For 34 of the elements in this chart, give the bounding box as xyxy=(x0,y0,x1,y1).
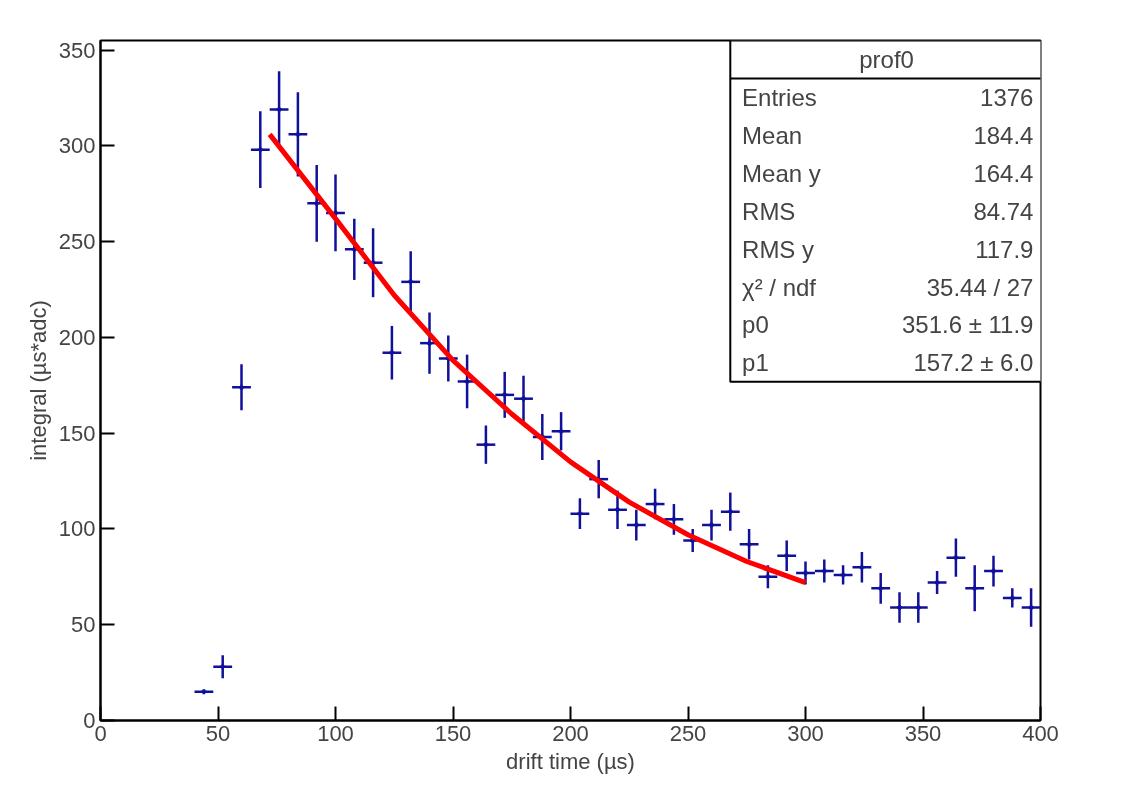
annotation: 117.9 xyxy=(975,235,1034,263)
annotation: p1 xyxy=(742,349,769,377)
annotation: 35.44 / 27 xyxy=(926,273,1034,301)
y-tick-label: 50 xyxy=(71,612,96,638)
y-tick-label: 350 xyxy=(58,37,96,63)
y-tick-label: 300 xyxy=(58,133,96,159)
x-tick-label: 150 xyxy=(434,720,472,746)
annotation: Entries xyxy=(742,83,817,111)
y-axis-title: integral (µs*adc) xyxy=(25,300,51,461)
y-tick-label: 250 xyxy=(58,229,96,255)
annotation: RMS y xyxy=(742,235,815,263)
y-tick-label: 100 xyxy=(58,516,96,542)
annotation: 164.4 xyxy=(973,159,1034,187)
x-tick-label: 400 xyxy=(1022,720,1059,746)
x-tick-label: 200 xyxy=(552,720,589,746)
y-tick-label: 150 xyxy=(58,420,96,446)
annotation: prof0 xyxy=(859,45,914,73)
x-tick-label: 100 xyxy=(317,720,354,746)
x-tick-label: 350 xyxy=(904,720,942,746)
annotation: Mean y xyxy=(742,159,821,187)
annotation: Mean xyxy=(742,121,803,149)
annotation: χ² / ndf xyxy=(742,273,817,301)
x-tick-label: 300 xyxy=(787,720,824,746)
annotation: 1376 xyxy=(980,83,1034,111)
annotation: p0 xyxy=(742,311,769,339)
x-tick-label: 50 xyxy=(205,720,231,746)
x-axis-title: drift time (µs) xyxy=(506,748,635,774)
annotation: RMS xyxy=(742,197,796,225)
x-tick-label: 250 xyxy=(669,720,707,746)
annotation: 84.74 xyxy=(973,197,1034,225)
y-tick-label: 200 xyxy=(58,324,96,350)
annotation: 157.2 ± 6.0 xyxy=(913,349,1034,377)
annotation: 351.6 ± 11.9 xyxy=(901,311,1034,339)
annotation: 184.4 xyxy=(973,121,1034,149)
